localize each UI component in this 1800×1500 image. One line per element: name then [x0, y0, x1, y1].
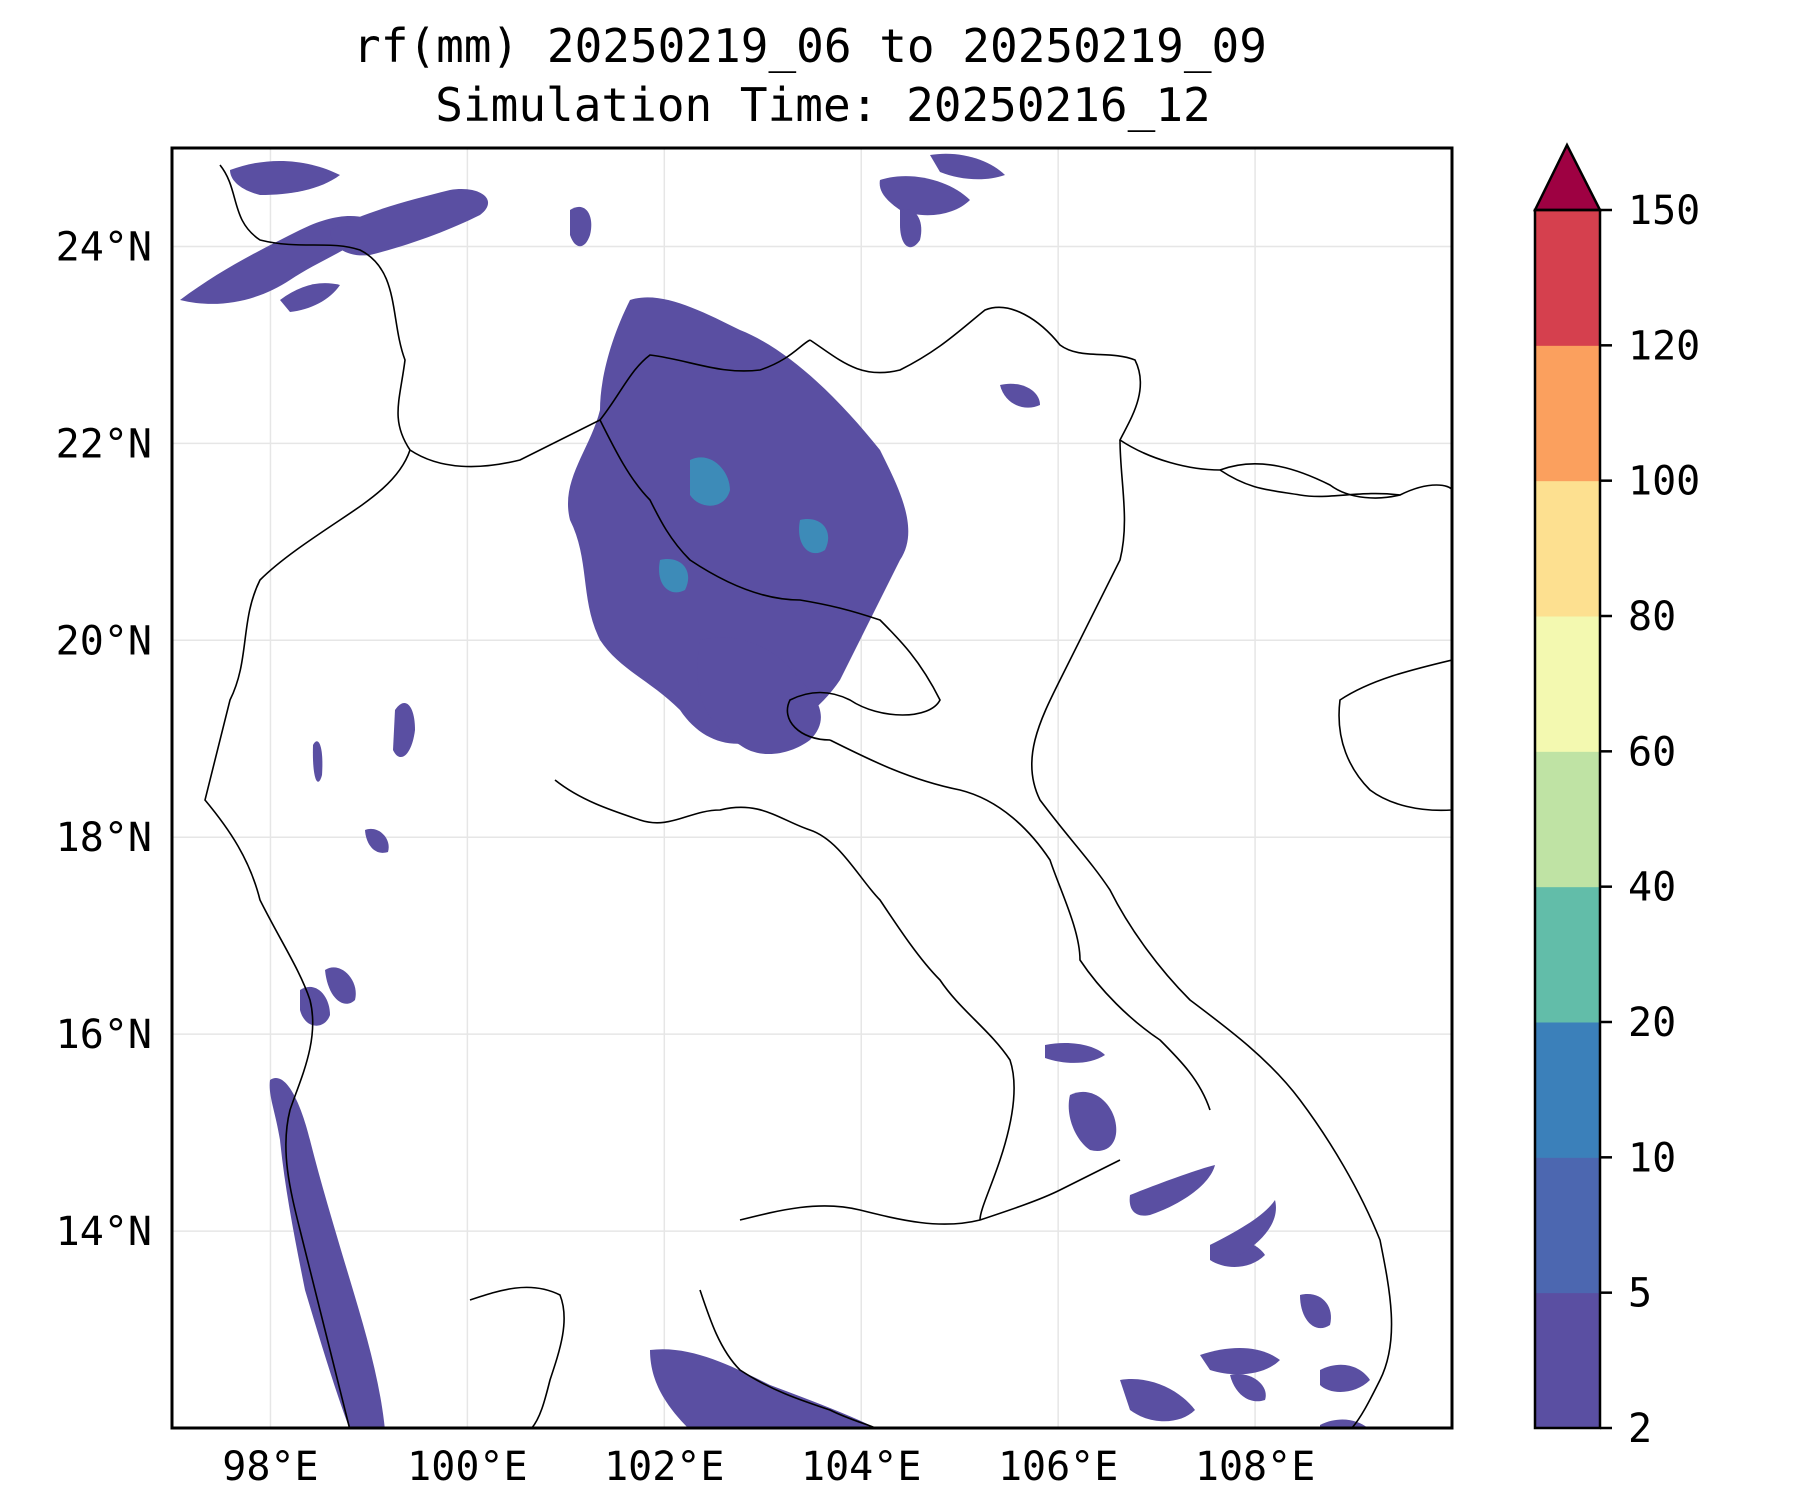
colorbar-extend-arrow — [1532, 142, 1603, 212]
coast-china-south — [1219, 463, 1401, 499]
colorbar-tick-label: 60 — [1628, 729, 1676, 775]
colorbar-tick-label: 120 — [1628, 323, 1700, 369]
y-tick-label: 20°N — [56, 618, 152, 664]
rain-patch-cambodia-coast — [650, 1349, 876, 1428]
y-tick-label: 22°N — [56, 421, 152, 467]
coast-vietnam-gulf-tonkin — [1031, 439, 1393, 1428]
rain-patch-south-laos-1 — [1068, 1091, 1117, 1151]
rain-patch-laos-south — [697, 637, 821, 755]
rain-patch-myanmar-north-3 — [330, 189, 489, 256]
rain-patch-vietnam-far-south — [1320, 1419, 1368, 1428]
x-tick-label: 108°E — [1195, 1444, 1315, 1490]
colorbar-segment — [1535, 1292, 1600, 1429]
rain-patch-yunnan-2 — [879, 176, 970, 216]
rain-patch-south-laos-2 — [1045, 1043, 1105, 1063]
coastlines-borders — [204, 164, 1452, 1428]
colorbar-segment — [1535, 751, 1600, 888]
colorbar-segment — [1535, 480, 1600, 617]
rain-patch-myanmar-south — [269, 1078, 385, 1428]
rain-patch-yunnan-4 — [930, 153, 1005, 180]
colorbar-tick-label: 5 — [1628, 1271, 1652, 1317]
title-line-1: rf(mm) 20250219_06 to 20250219_09 — [353, 19, 1267, 73]
rain-patch-vietnam-central-2 — [1210, 1200, 1276, 1255]
colorbar-ticks: 2 5 10 20 40 60 80 100 120 150 — [1600, 188, 1700, 1452]
border-myanmar-china — [219, 164, 811, 468]
y-tick-label: 14°N — [56, 1209, 152, 1255]
y-tick-label: 24°N — [56, 224, 152, 270]
colorbar-tick-label: 100 — [1628, 459, 1700, 505]
rain-patch-yunnan-1 — [570, 206, 592, 247]
rain-patch-vietnam-south-3 — [1320, 1364, 1370, 1392]
colorbar-tick-label: 40 — [1628, 865, 1676, 911]
colorbar-segment — [1535, 345, 1600, 482]
colorbar-segment — [1535, 616, 1600, 752]
rain-patch-north-laos-teal — [659, 457, 829, 593]
title-line-2: Simulation Time: 20250216_12 — [435, 78, 1210, 132]
rain-patch-myanmar-south-3 — [325, 967, 356, 1004]
colorbar-tick-label: 2 — [1628, 1406, 1652, 1452]
x-tick-label: 98°E — [222, 1444, 318, 1490]
colorbar-tick-label: 20 — [1628, 1000, 1676, 1046]
coast-cambodia — [699, 1289, 878, 1428]
rainfall-layer — [180, 153, 1380, 1440]
rain-patch-myanmar-south-2 — [300, 986, 330, 1026]
border-thai-laos-mekong — [554, 779, 1015, 1221]
rain-patch-myanmar-north-2 — [230, 160, 340, 195]
x-tick-label: 102°E — [604, 1444, 724, 1490]
x-tick-label: 104°E — [801, 1444, 921, 1490]
border-thai-cambodia — [739, 1159, 1121, 1225]
colorbar: 2 5 10 20 40 60 80 100 120 150 — [1532, 142, 1700, 1452]
border-laos-vietnam — [829, 739, 1211, 1111]
colorbar-segment — [1535, 886, 1600, 1023]
rain-patch-thai-north-3 — [365, 828, 389, 853]
x-tick-label: 100°E — [407, 1444, 527, 1490]
rain-patch-vietnam-north — [1000, 383, 1040, 408]
x-tick-label: 106°E — [998, 1444, 1118, 1490]
rain-patch-cambodia-east — [1120, 1379, 1195, 1422]
rain-patch-south-laos-3 — [1129, 1165, 1215, 1216]
border-myanmar-thai — [204, 449, 411, 1428]
rain-patch-myanmar-north-1 — [180, 215, 380, 304]
colorbar-segment — [1535, 1157, 1600, 1294]
colorbar-frame — [1533, 208, 1602, 1430]
colorbar-segment — [1535, 210, 1600, 346]
colorbar-tick-label: 80 — [1628, 594, 1676, 640]
colorbar-segment — [1535, 1022, 1600, 1158]
y-tick-label: 18°N — [56, 815, 152, 861]
rain-patch-vietnam-south-1 — [1200, 1348, 1280, 1375]
rain-patch-gulf-1 — [1230, 1374, 1266, 1402]
rain-patch-north-laos — [567, 297, 909, 744]
colorbar-tick-label: 10 — [1628, 1135, 1676, 1181]
colorbar-tick-label: 150 — [1628, 188, 1700, 234]
border-laos-north — [599, 419, 941, 741]
coast-hainan — [1338, 659, 1452, 812]
rain-patch-vietnam-south-2 — [1300, 1294, 1331, 1329]
rain-patch-thai-north-2 — [312, 741, 323, 782]
y-axis-ticks: 14°N 16°N 18°N 20°N 22°N 24°N — [56, 224, 152, 1255]
border-china-vietnam — [809, 306, 1452, 498]
y-tick-label: 16°N — [56, 1012, 152, 1058]
rain-patch-vietnam-south-4 — [1330, 1431, 1380, 1440]
colorbar-segments — [1535, 210, 1600, 1429]
map-frame — [170, 146, 1454, 1430]
map-background — [172, 148, 1452, 1428]
coast-gulf-thailand — [469, 1286, 565, 1428]
rain-patch-myanmar-north-4 — [280, 283, 340, 312]
rain-patch-thai-north — [393, 702, 415, 758]
rain-patch-yunnan-3 — [900, 209, 922, 248]
x-axis-ticks: 98°E 100°E 102°E 104°E 106°E 108°E — [222, 1444, 1315, 1490]
map-panel: 98°E 100°E 102°E 104°E 106°E 108°E 14°N 16°N 18… — [56, 146, 1454, 1490]
